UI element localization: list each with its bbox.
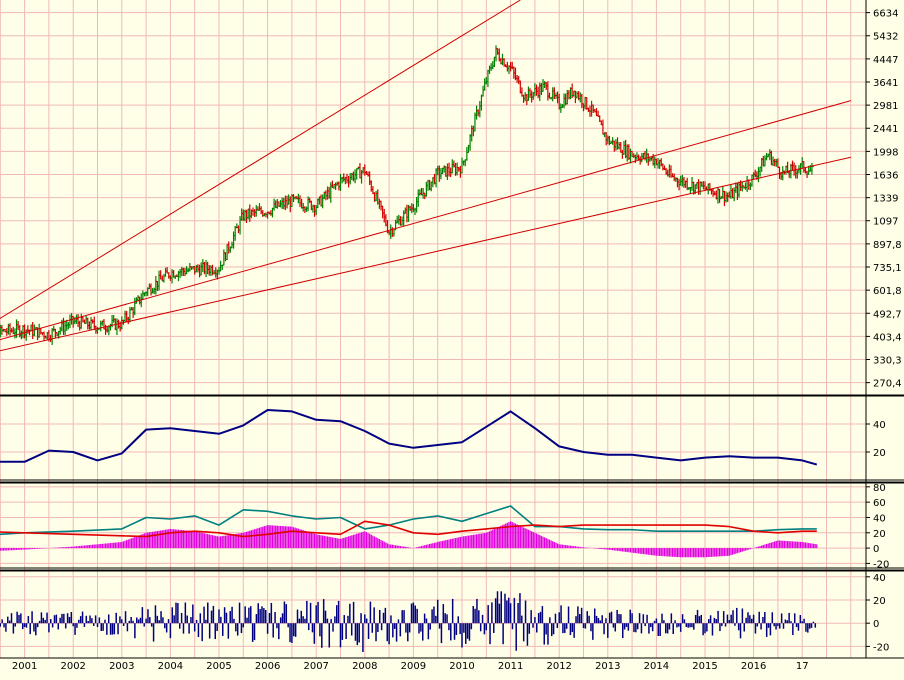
x-tick-label: 17 (796, 661, 809, 672)
ind2-y-tick-label: 80 (873, 483, 886, 494)
ind2-red-line (0, 520, 817, 538)
x-tick-label: 2015 (692, 661, 717, 672)
ind1-y-tick-label: 20 (873, 448, 886, 459)
ind2-y-tick-label: 20 (873, 529, 886, 540)
price-y-tick-label: 6634 (873, 9, 898, 20)
ind2-y-tick-label: -20 (873, 559, 889, 570)
x-tick-label: 2007 (303, 661, 328, 672)
ind3-y-tick-label: 0 (873, 619, 879, 630)
price-y-tick-label: 1339 (873, 194, 898, 205)
price-y-tick-label: 330,3 (873, 356, 902, 367)
price-y-tick-label: 1998 (873, 147, 898, 158)
ind3-y-tick-label: -20 (873, 642, 889, 653)
price-panel (0, 0, 851, 352)
ind2-teal-line (0, 505, 817, 536)
ind3-y-tick-label: 40 (873, 573, 886, 584)
indicator-1-panel (0, 409, 818, 466)
x-tick-label: 2008 (352, 661, 377, 672)
price-y-tick-label: 601,8 (873, 286, 902, 297)
trendline (0, 100, 851, 341)
ind3-y-tick-label: 20 (873, 596, 886, 607)
ind2-y-tick-label: 0 (873, 544, 879, 555)
ind1-line (0, 409, 818, 466)
x-tick-label: 2010 (449, 661, 474, 672)
price-y-tick-label: 735,1 (873, 263, 902, 274)
grid-layer (0, 0, 866, 658)
x-tick-label: 2004 (158, 661, 183, 672)
x-tick-label: 2011 (498, 661, 523, 672)
indicator-2-panel (0, 505, 818, 558)
price-y-tick-label: 2981 (873, 101, 898, 112)
price-y-tick-label: 4447 (873, 55, 898, 66)
trendline (0, 0, 521, 320)
price-y-tick-label: 3641 (873, 78, 898, 89)
price-y-tick-label: 1097 (873, 217, 898, 228)
price-y-tick-label: 1636 (873, 171, 898, 182)
ind1-y-tick-label: 40 (873, 420, 886, 431)
price-y-tick-label: 492,7 (873, 309, 902, 320)
indicator-3-panel (0, 591, 817, 652)
x-tick-label: 2016 (741, 661, 766, 672)
price-y-tick-label: 403,4 (873, 332, 902, 343)
x-tick-label: 2001 (12, 661, 37, 672)
price-y-tick-label: 5432 (873, 32, 898, 43)
x-tick-label: 2006 (255, 661, 280, 672)
x-tick-label: 2003 (109, 661, 134, 672)
x-tick-label: 2002 (60, 661, 85, 672)
price-y-tick-label: 2441 (873, 124, 898, 135)
x-tick-label: 2013 (595, 661, 620, 672)
x-tick-label: 2012 (546, 661, 571, 672)
trendline (0, 156, 851, 352)
x-tick-label: 2014 (644, 661, 669, 672)
x-tick-label: 2009 (401, 661, 426, 672)
ind2-y-tick-label: 60 (873, 498, 886, 509)
price-y-tick-label: 270,4 (873, 379, 902, 390)
price-y-tick-label: 897,8 (873, 240, 902, 251)
ind2-y-tick-label: 40 (873, 513, 886, 524)
x-tick-label: 2005 (206, 661, 231, 672)
